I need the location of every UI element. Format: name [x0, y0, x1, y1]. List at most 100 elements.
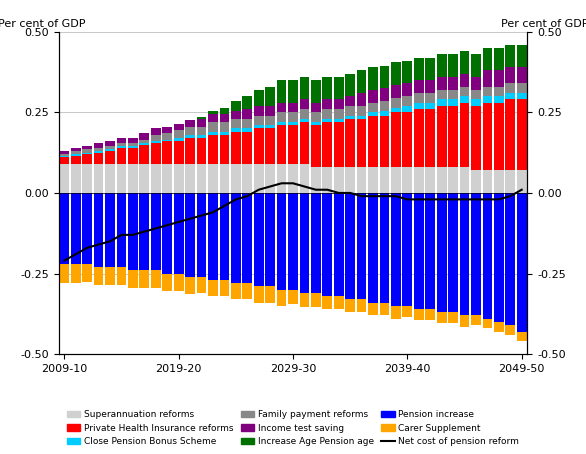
Bar [71, 164, 81, 193]
Bar [277, 80, 287, 103]
Bar [231, 101, 241, 111]
Bar [425, 109, 435, 167]
Bar [414, 58, 424, 80]
Bar [311, 112, 321, 122]
Bar [334, 296, 343, 309]
Bar [517, 193, 527, 331]
Bar [151, 193, 161, 270]
Bar [208, 122, 218, 132]
Bar [139, 133, 149, 140]
Bar [243, 193, 252, 283]
Bar [59, 164, 69, 193]
Bar [425, 93, 435, 103]
Bar [517, 170, 527, 193]
Bar [380, 88, 389, 101]
Bar [391, 98, 401, 108]
Bar [425, 80, 435, 93]
Bar [459, 51, 469, 74]
Bar [357, 93, 366, 106]
Bar [162, 193, 172, 273]
Bar [345, 74, 355, 96]
Bar [345, 167, 355, 193]
Bar [265, 125, 275, 128]
Bar [288, 103, 298, 112]
Bar [391, 193, 401, 306]
Bar [425, 103, 435, 109]
Bar [288, 122, 298, 125]
Bar [357, 299, 366, 312]
Bar [345, 193, 355, 299]
Bar [265, 116, 275, 125]
Bar [277, 103, 287, 112]
Bar [59, 158, 69, 164]
Bar [220, 164, 229, 193]
Bar [380, 302, 389, 316]
Bar [139, 193, 149, 270]
Bar [277, 290, 287, 306]
Bar [448, 77, 458, 90]
Bar [94, 153, 104, 164]
Bar [299, 109, 309, 119]
Bar [311, 167, 321, 193]
Bar [448, 54, 458, 77]
Bar [299, 122, 309, 164]
Bar [517, 331, 527, 341]
Bar [471, 193, 481, 316]
Bar [117, 193, 127, 267]
Bar [357, 119, 366, 167]
Bar [517, 84, 527, 93]
Bar [82, 153, 92, 154]
Bar [197, 164, 206, 193]
Bar [322, 99, 332, 109]
Bar [357, 106, 366, 116]
Bar [277, 193, 287, 290]
Bar [265, 193, 275, 286]
Bar [448, 312, 458, 324]
Bar [94, 151, 104, 153]
Bar [345, 119, 355, 167]
Bar [322, 77, 332, 99]
Bar [128, 148, 138, 164]
Bar [334, 77, 343, 99]
Bar [197, 277, 206, 293]
Bar [208, 135, 218, 164]
Bar [391, 108, 401, 112]
Bar [139, 144, 149, 164]
Bar [505, 84, 515, 93]
Bar [299, 293, 309, 307]
Bar [117, 148, 127, 164]
Bar [288, 290, 298, 304]
Bar [299, 164, 309, 193]
Bar [128, 143, 138, 146]
Bar [128, 146, 138, 148]
Bar [482, 70, 492, 87]
Bar [254, 128, 264, 164]
Bar [197, 138, 206, 164]
Bar [471, 99, 481, 106]
Bar [71, 154, 81, 156]
Bar [380, 101, 389, 111]
Bar [494, 87, 504, 96]
Bar [128, 193, 138, 270]
Bar [425, 58, 435, 80]
Bar [151, 143, 161, 164]
Bar [459, 103, 469, 167]
Bar [403, 112, 412, 167]
Bar [459, 74, 469, 87]
Bar [391, 306, 401, 319]
Bar [425, 167, 435, 193]
Bar [505, 93, 515, 99]
Bar [414, 109, 424, 167]
Bar [197, 119, 206, 127]
Bar [220, 108, 229, 114]
Bar [459, 316, 469, 327]
Bar [505, 170, 515, 193]
Bar [494, 70, 504, 87]
Bar [471, 90, 481, 99]
Bar [277, 112, 287, 122]
Bar [334, 122, 343, 167]
Bar [128, 138, 138, 143]
Bar [517, 99, 527, 170]
Bar [162, 127, 172, 133]
Bar [505, 67, 515, 84]
